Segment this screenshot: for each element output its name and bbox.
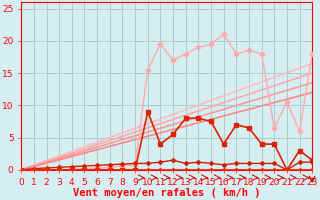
- X-axis label: Vent moyen/en rafales ( km/h ): Vent moyen/en rafales ( km/h ): [73, 188, 260, 198]
